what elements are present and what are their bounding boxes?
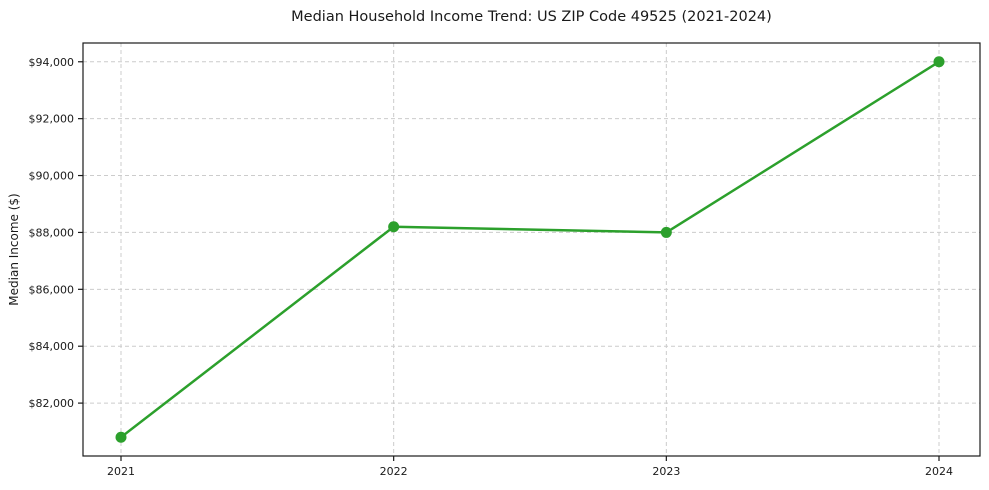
y-tick-label: $92,000 xyxy=(29,113,75,126)
data-point-marker xyxy=(660,226,672,238)
x-tick-label: 2024 xyxy=(925,465,953,478)
y-axis-label: Median Income ($) xyxy=(7,193,21,305)
x-tick-label: 2022 xyxy=(380,465,408,478)
y-tick-label: $82,000 xyxy=(29,397,75,410)
plot-border xyxy=(82,42,981,457)
data-point-marker xyxy=(388,221,400,233)
series-line xyxy=(119,60,941,439)
y-tick-label: $88,000 xyxy=(29,226,75,239)
data-point-marker xyxy=(933,56,945,68)
y-tick-label: $90,000 xyxy=(29,170,75,183)
y-tick-label: $84,000 xyxy=(29,340,75,353)
x-tick-label: 2021 xyxy=(107,465,135,478)
y-tick-label: $86,000 xyxy=(29,283,75,296)
y-tick-label: $94,000 xyxy=(29,56,75,69)
x-tick-label: 2023 xyxy=(652,465,680,478)
data-point-marker xyxy=(115,431,127,443)
chart-title: Median Household Income Trend: US ZIP Co… xyxy=(291,9,772,25)
